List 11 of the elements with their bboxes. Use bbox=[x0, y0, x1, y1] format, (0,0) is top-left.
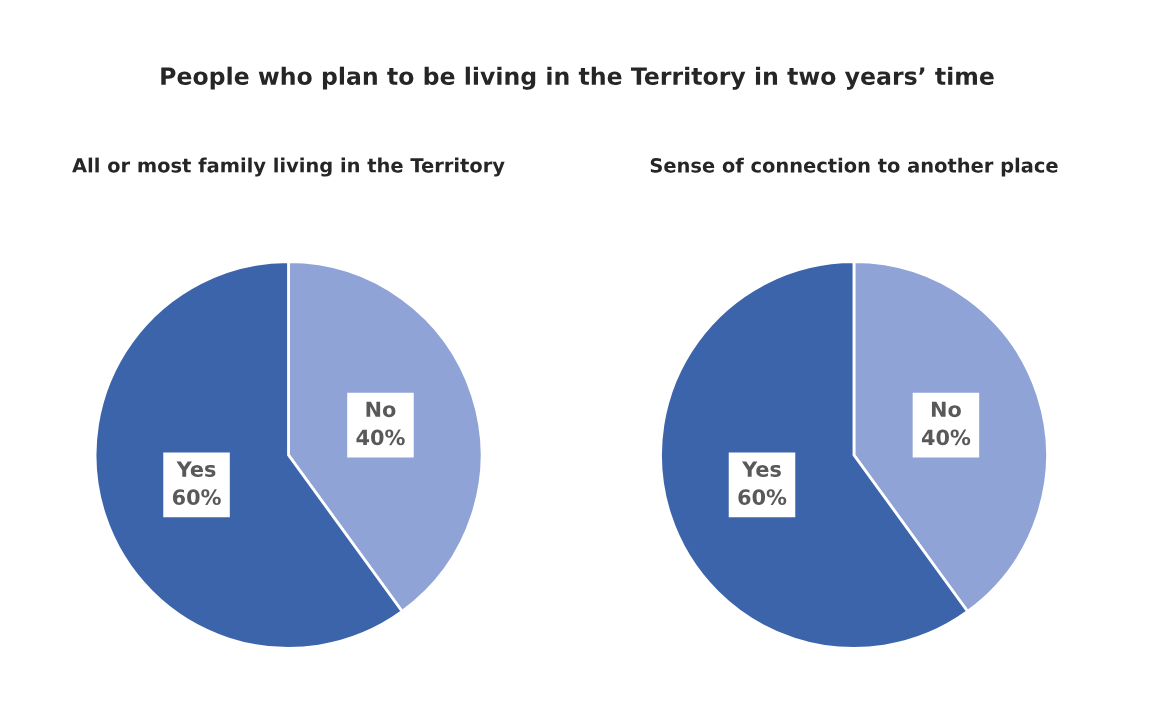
slice-label: Yes bbox=[741, 461, 781, 477]
slice-label: Yes bbox=[176, 461, 216, 477]
data-label: 40% bbox=[356, 429, 405, 446]
slice-label: No bbox=[931, 401, 961, 418]
chart-subtitle: All or most family living in the Territory bbox=[72, 157, 505, 177]
text: People who plan to be living in the Territory in two years’ time bbox=[161, 66, 994, 90]
slice-label: No bbox=[366, 401, 396, 418]
chart-subtitle: Sense of connection to another place bbox=[650, 157, 1058, 177]
data-label: 40% bbox=[921, 429, 971, 446]
data-label: 60% bbox=[738, 489, 787, 505]
data-label: 60% bbox=[172, 489, 221, 505]
